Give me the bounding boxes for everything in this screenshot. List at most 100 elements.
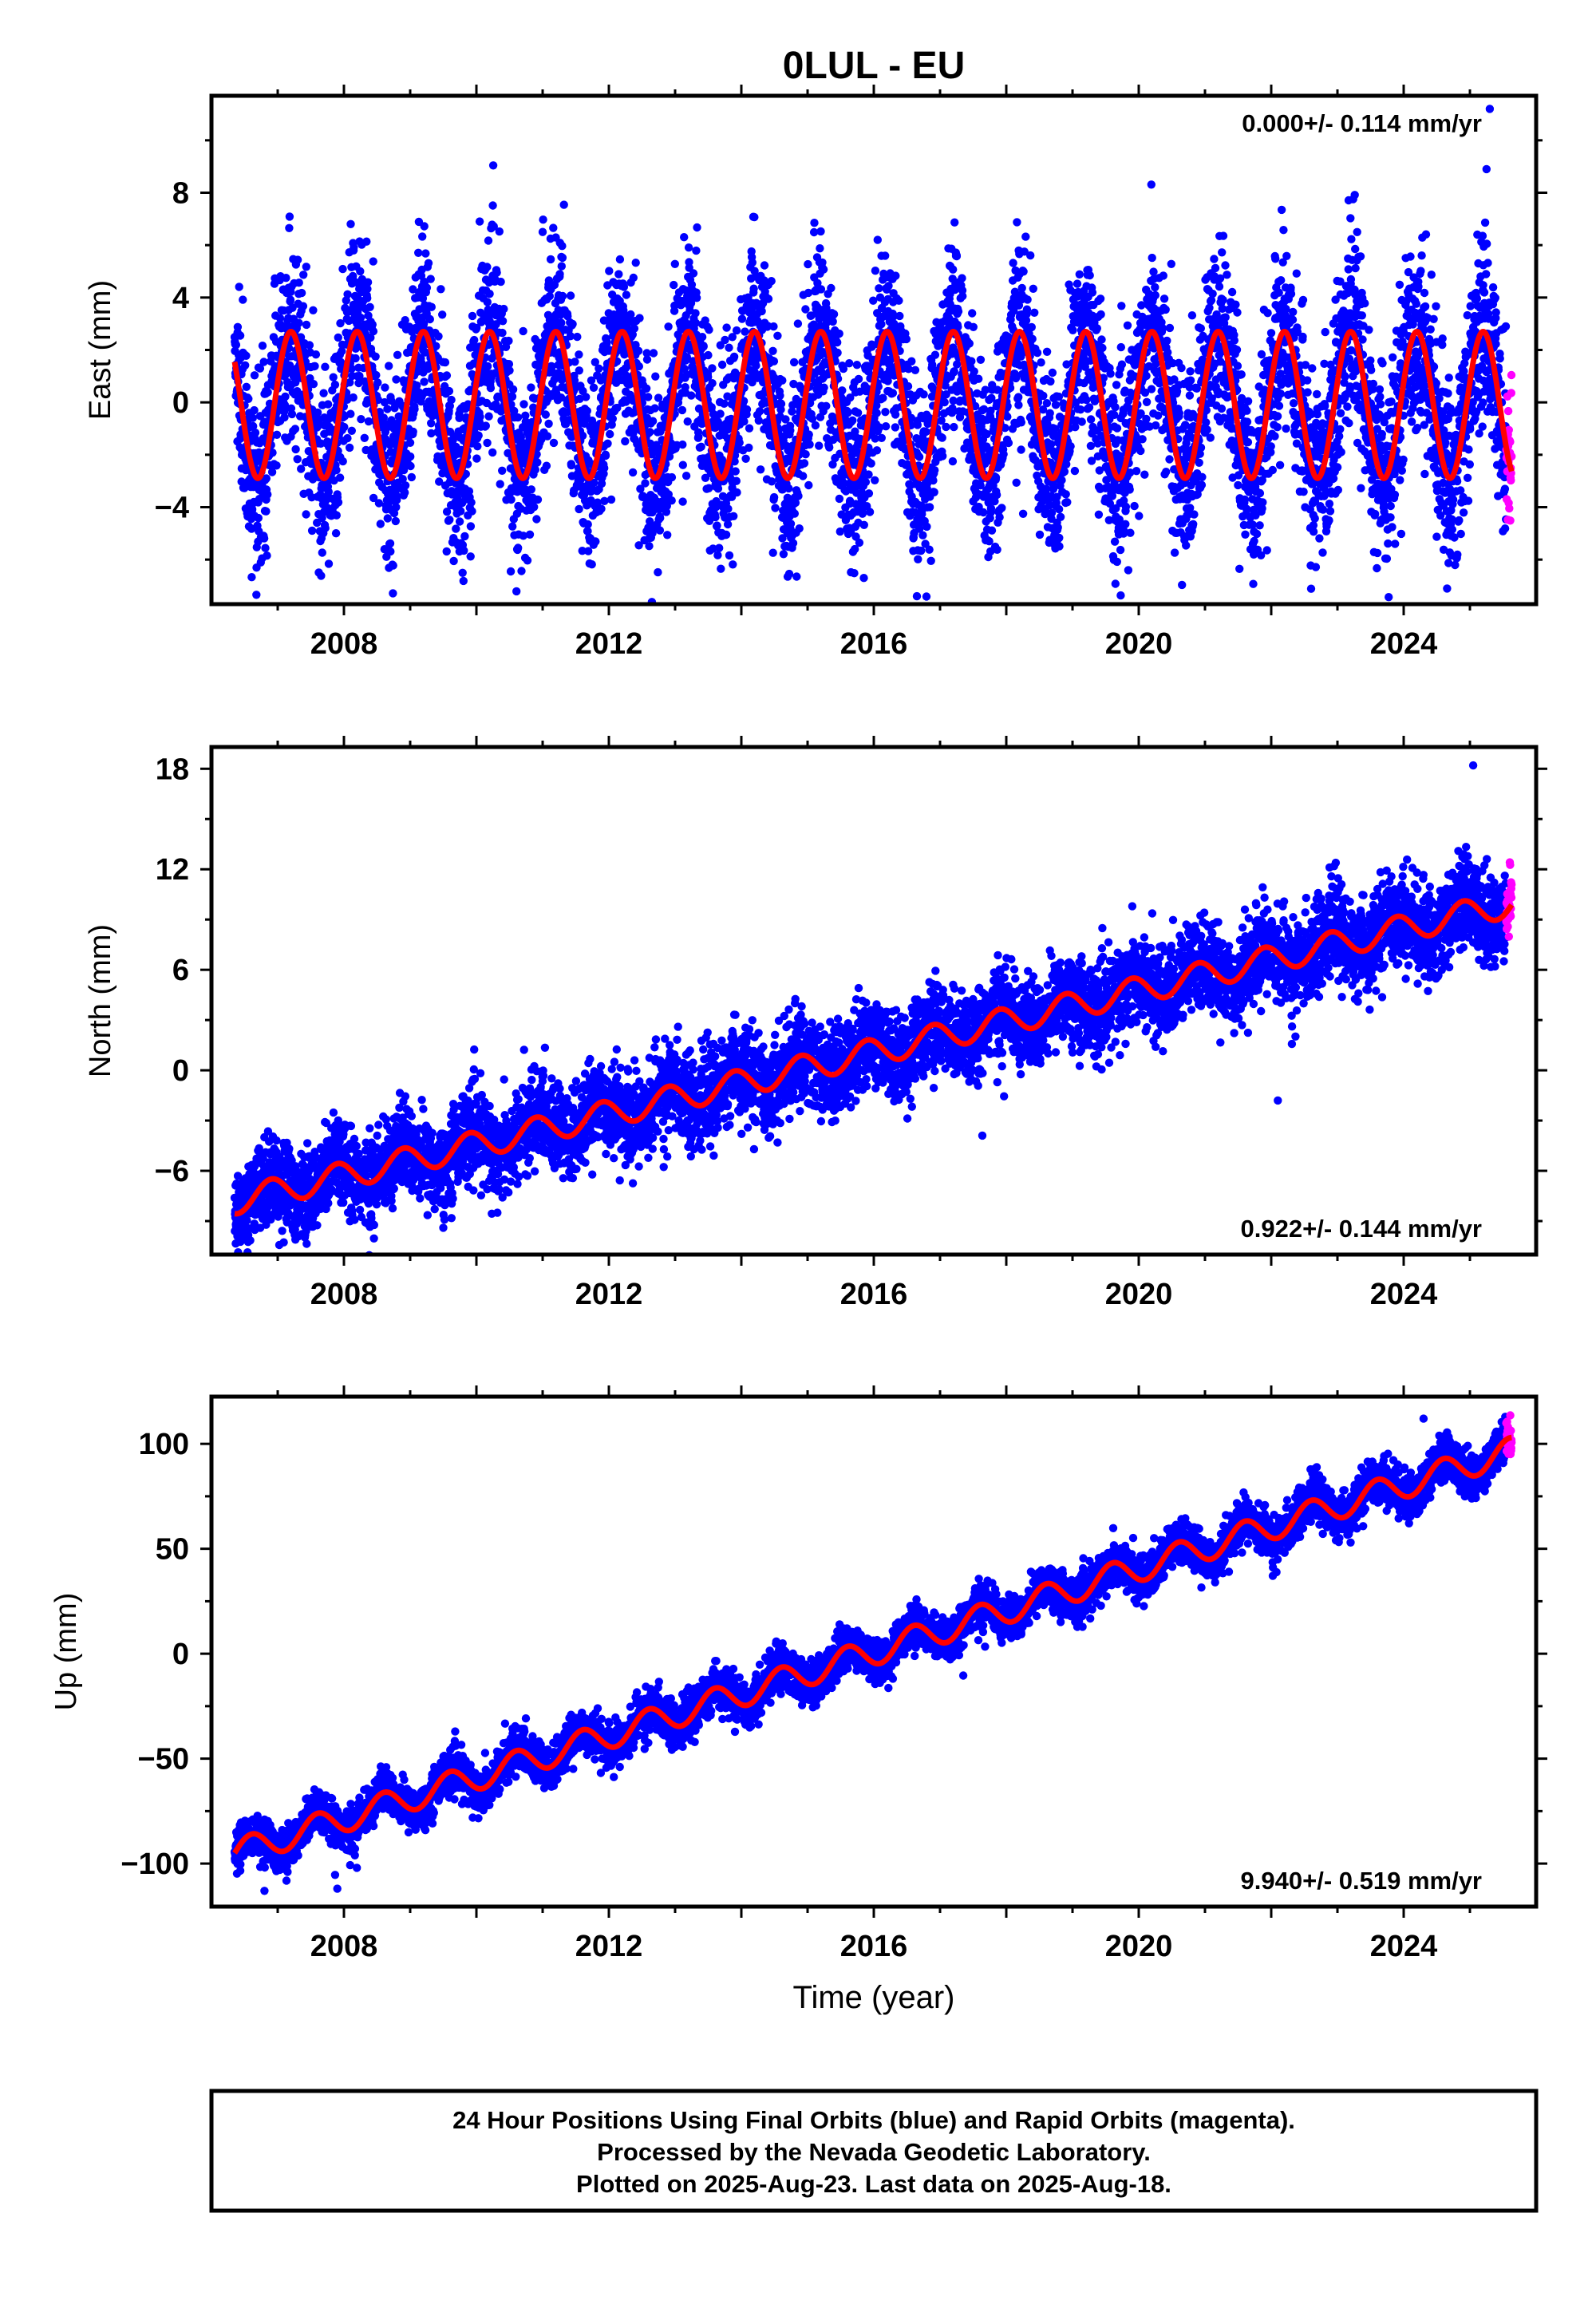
east-point: [488, 201, 497, 210]
east-point: [386, 547, 395, 556]
east-point: [930, 466, 939, 475]
east-point: [410, 405, 419, 413]
east-point: [474, 431, 483, 440]
east-point: [913, 421, 922, 429]
east-point: [460, 532, 469, 541]
east-point: [282, 274, 290, 283]
east-point: [293, 455, 302, 464]
east-point: [483, 263, 492, 271]
east-point: [1092, 324, 1102, 333]
east-point: [1017, 445, 1025, 454]
east-point: [250, 405, 259, 415]
east-point: [427, 419, 436, 428]
east-point: [715, 543, 724, 552]
east-point: [788, 539, 798, 547]
east-point: [811, 421, 820, 430]
east-point: [725, 551, 734, 560]
east-point: [1116, 342, 1126, 352]
east-point: [855, 538, 864, 547]
east-point: [970, 367, 978, 376]
east-point: [907, 357, 916, 366]
east-point: [1014, 401, 1023, 409]
east-point: [401, 316, 409, 325]
east-point: [365, 302, 374, 311]
east-point: [508, 385, 518, 394]
east-point: [547, 363, 556, 372]
east-point: [789, 358, 799, 367]
east-point: [525, 530, 535, 539]
east-point: [324, 488, 333, 496]
east-point: [489, 222, 498, 231]
east-point: [309, 380, 318, 389]
east-point: [483, 362, 492, 371]
east-point: [302, 263, 310, 271]
east-point: [769, 322, 778, 331]
east-point: [717, 360, 727, 370]
east-point: [1019, 267, 1028, 276]
east-point: [1098, 343, 1107, 353]
east-point: [838, 386, 847, 395]
east-point: [488, 161, 498, 170]
east-point: [505, 366, 514, 375]
east-point: [254, 513, 263, 523]
east-point: [297, 464, 306, 473]
east-point: [757, 306, 766, 316]
east-point: [1066, 442, 1075, 451]
east-point: [642, 384, 651, 393]
east-point: [722, 323, 731, 332]
east-point: [768, 346, 777, 355]
east-point: [769, 357, 779, 366]
east-point: [595, 364, 603, 373]
east-point: [531, 465, 539, 474]
east-point: [642, 355, 652, 364]
east-point: [356, 313, 365, 322]
east-point: [442, 371, 452, 380]
east-point: [818, 258, 827, 267]
east-point: [745, 443, 753, 453]
east-point: [804, 430, 813, 439]
east-point: [730, 457, 739, 466]
east-point: [369, 493, 378, 503]
east-point: [800, 459, 809, 468]
east-point: [519, 326, 527, 336]
east-point: [523, 556, 532, 565]
east-point: [484, 236, 493, 245]
east-point: [1069, 326, 1077, 334]
east-point: [614, 270, 623, 279]
east-point: [641, 479, 650, 488]
east-point: [422, 283, 432, 292]
east-point: [321, 524, 330, 532]
east-point: [938, 452, 947, 460]
east-point: [872, 446, 882, 455]
east-point: [519, 532, 527, 540]
east-point: [349, 271, 358, 281]
east-point: [235, 331, 245, 340]
east-point: [1027, 322, 1037, 332]
east-point: [437, 285, 445, 294]
east-point: [635, 314, 644, 322]
east-point: [1026, 251, 1035, 260]
east-point: [701, 473, 710, 482]
east-point: [683, 417, 692, 426]
east-point: [615, 255, 625, 264]
east-point: [891, 423, 900, 432]
east-point: [741, 327, 749, 336]
east-point: [713, 521, 721, 530]
east-point: [496, 277, 505, 287]
east-point: [626, 310, 635, 319]
east-point: [752, 361, 760, 370]
east-point: [417, 271, 426, 280]
east-point: [1073, 279, 1082, 288]
east-point: [848, 416, 857, 425]
east-point: [566, 332, 575, 341]
east-point: [468, 311, 477, 321]
east-point: [589, 383, 598, 392]
east-point: [261, 543, 270, 552]
east-point: [297, 288, 306, 298]
east-point: [794, 492, 803, 500]
east-point: [634, 346, 643, 355]
east-point: [888, 389, 898, 397]
east-point: [678, 405, 687, 415]
east-point: [717, 564, 725, 573]
